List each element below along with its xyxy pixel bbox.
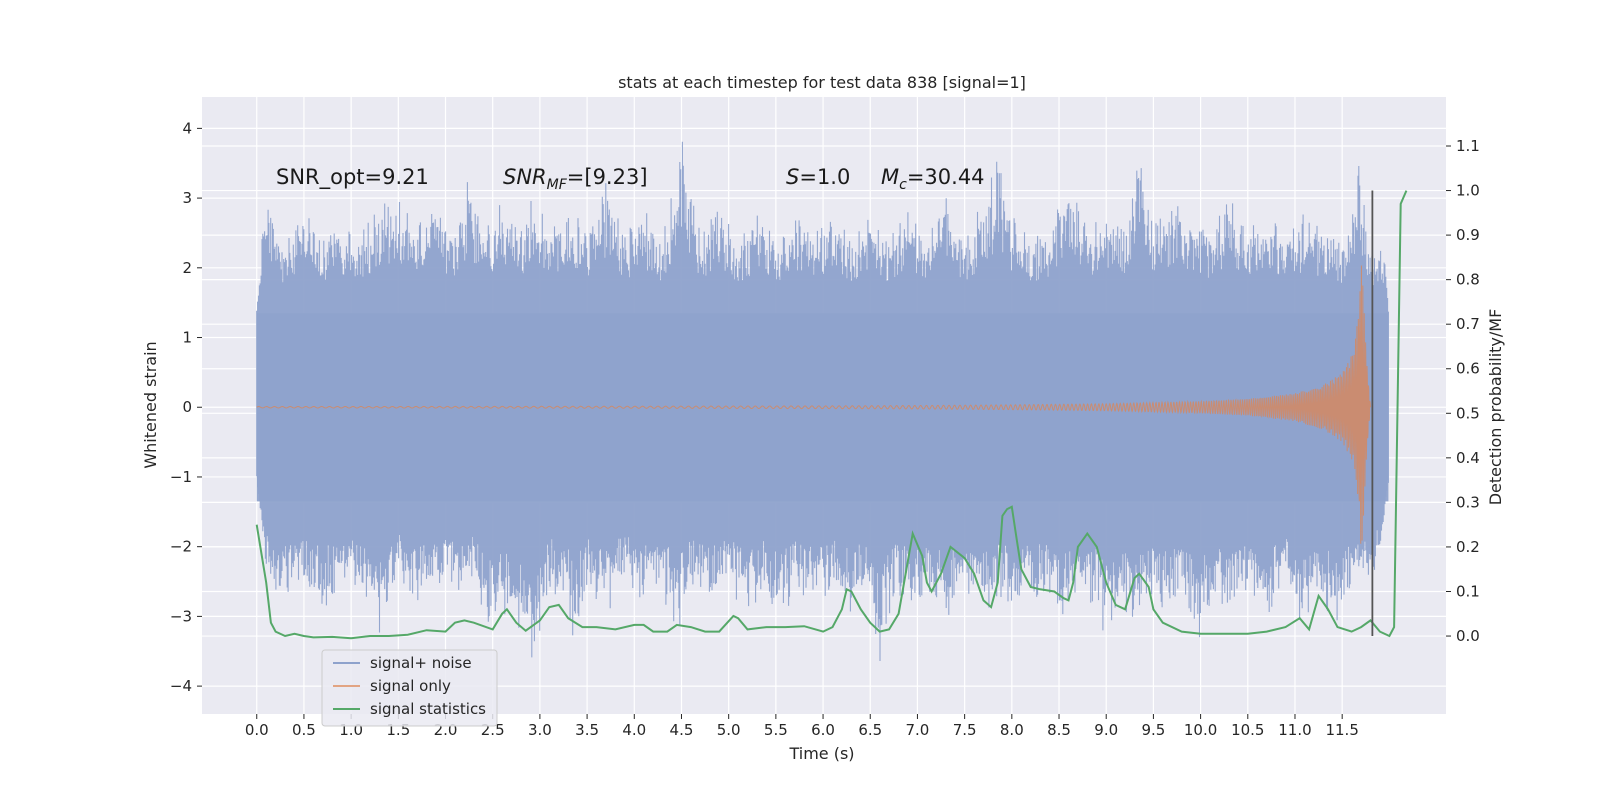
x-tick-label: 11.0 xyxy=(1278,721,1311,739)
x-axis: 0.0 0.5 1.0 1.5 2.0 2.5 3.0 3.5 4.0 4.5 5.0 5.5 6.0 6… xyxy=(245,714,1359,739)
y-tick-label: −2 xyxy=(170,538,192,556)
x-tick-label: 7.5 xyxy=(953,721,977,739)
x-tick-label: 8.5 xyxy=(1047,721,1071,739)
legend: signal+ noise signal only signal statist… xyxy=(321,649,498,727)
y2-tick-label: 0.2 xyxy=(1456,538,1480,556)
annotation-s-value: =1.0 xyxy=(799,165,850,189)
y-tick-label: 0 xyxy=(182,398,192,416)
y-tick-label: −3 xyxy=(170,607,192,625)
x-tick-label: 11.5 xyxy=(1325,721,1358,739)
annotation-snr-opt: SNR_opt=9.21 xyxy=(276,165,429,190)
annotation-snr-mf-sub: MF xyxy=(547,177,568,193)
x-tick-label: 10.0 xyxy=(1184,721,1217,739)
x-tick-label: 0.5 xyxy=(292,721,316,739)
statistics-series xyxy=(255,190,1408,640)
annotation-mc-main: M xyxy=(881,165,899,189)
y-tick-label: 4 xyxy=(182,119,192,137)
annotation-snr-mf: SNRMF=[9.23] xyxy=(503,165,648,193)
x-tick-label: 4.0 xyxy=(622,721,646,739)
x-tick-label: 6.0 xyxy=(811,721,835,739)
y-axis-label: Whitened strain xyxy=(141,341,160,468)
legend-statistics-label: signal statistics xyxy=(370,700,486,718)
legend-noise-label: signal+ noise xyxy=(370,654,472,672)
y2-axis-label: Detection probability/MF xyxy=(1486,309,1505,506)
x-tick-label: 4.5 xyxy=(670,721,694,739)
y2-tick-label: 0.4 xyxy=(1456,449,1480,467)
y-tick-label: 2 xyxy=(182,259,192,277)
x-axis-label: Time (s) xyxy=(788,744,854,763)
y-tick-label: 3 xyxy=(182,189,192,207)
annotation-mc-value: =30.44 xyxy=(907,165,985,189)
signal-series xyxy=(256,265,1371,544)
y2-tick-label: 1.0 xyxy=(1456,182,1480,200)
y2-tick-label: 0.9 xyxy=(1456,226,1480,244)
annotation-s: S=1.0 xyxy=(786,165,850,189)
y2-tick-label: 0.8 xyxy=(1456,271,1480,289)
y2-tick-label: 0.3 xyxy=(1456,493,1480,511)
y2-tick-label: 0.6 xyxy=(1456,360,1480,378)
legend-box xyxy=(321,649,498,727)
signal-trace xyxy=(256,265,1371,544)
annotations: SNR_opt=9.21 SNRMF=[9.23] S=1.0 Mc=30.44 xyxy=(276,165,985,193)
y2-tick-label: 0.5 xyxy=(1456,404,1480,422)
y2-tick-label: 1.1 xyxy=(1456,137,1480,155)
x-tick-label: 9.0 xyxy=(1094,721,1118,739)
y-tick-label: −4 xyxy=(170,677,192,695)
x-tick-label: 8.0 xyxy=(1000,721,1024,739)
x-tick-label: 3.0 xyxy=(528,721,552,739)
y-tick-label: −1 xyxy=(170,468,192,486)
annotation-mc-sub: c xyxy=(899,177,907,193)
annotation-snr-mf-main: SNR xyxy=(503,165,547,189)
annotation-s-label: S xyxy=(786,165,799,189)
x-tick-label: 3.5 xyxy=(575,721,599,739)
x-tick-label: 5.5 xyxy=(764,721,788,739)
y-axis: −4 −3 −2 −1 0 1 2 3 4 xyxy=(170,119,202,695)
y2-tick-label: 0.7 xyxy=(1456,315,1480,333)
x-tick-label: 7.0 xyxy=(906,721,930,739)
y2-tick-label: 0.0 xyxy=(1456,627,1480,645)
annotation-snr-mf-value: =[9.23] xyxy=(567,165,648,189)
legend-signal-label: signal only xyxy=(370,677,451,695)
y2-tick-label: 0.1 xyxy=(1456,582,1480,600)
statistics-trace xyxy=(255,190,1408,640)
y2-axis: 0.0 0.1 0.2 0.3 0.4 0.5 0.6 0.7 0.8 0.9 1.0 1.1 xyxy=(1446,137,1480,645)
plot-area xyxy=(202,97,1446,714)
chart-title: stats at each timestep for test data 838… xyxy=(618,73,1026,92)
x-tick-label: 9.5 xyxy=(1141,721,1165,739)
x-tick-label: 6.5 xyxy=(858,721,882,739)
x-tick-label: 5.0 xyxy=(717,721,741,739)
x-tick-label: 0.0 xyxy=(245,721,269,739)
y-tick-label: 1 xyxy=(182,329,192,347)
x-tick-label: 10.5 xyxy=(1231,721,1264,739)
annotation-mc: Mc=30.44 xyxy=(881,165,985,193)
